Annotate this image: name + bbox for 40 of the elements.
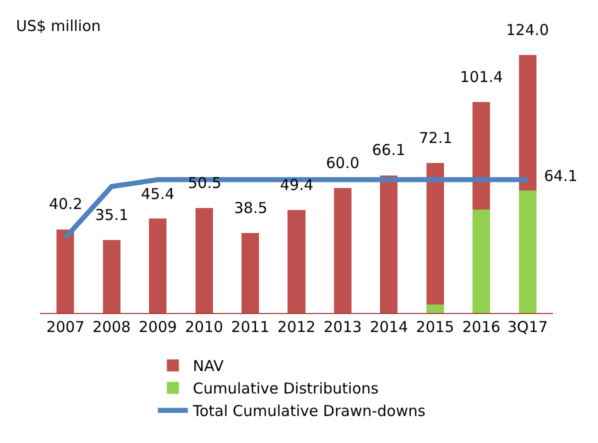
bar [426, 304, 444, 313]
bar [518, 190, 536, 313]
bar [242, 232, 260, 313]
total-label: 124.0 [506, 21, 549, 39]
total-label: 60.0 [326, 154, 360, 172]
data-label: 64.1 [544, 167, 578, 185]
total-label: 101.4 [460, 68, 503, 86]
total-label: 38.5 [234, 199, 268, 217]
bar [334, 188, 352, 313]
x-tick-label: 2015 [416, 318, 454, 336]
total-label: 45.4 [141, 185, 174, 203]
bar [380, 175, 398, 313]
bar [56, 229, 74, 313]
legend-label: Cumulative Distributions [192, 380, 379, 398]
bar [518, 55, 536, 191]
y-axis-title: US$ million [16, 17, 101, 35]
x-tick-label: 2007 [46, 318, 85, 336]
bar [102, 240, 120, 313]
bar [472, 210, 490, 313]
bar [472, 102, 490, 210]
legend-label: NAV [192, 357, 224, 376]
x-tick-label: 2014 [370, 318, 408, 336]
bar [149, 218, 167, 313]
x-tick-label: 2009 [138, 318, 177, 336]
x-tick-label: 2012 [277, 318, 316, 336]
legend-label: Total Cumulative Drawn-downs [192, 402, 426, 420]
bar [426, 162, 444, 305]
bar [288, 210, 306, 313]
total-label: 49.4 [280, 176, 314, 194]
x-tick-label: 2010 [184, 318, 224, 336]
total-label: 35.1 [95, 206, 128, 224]
x-tick-label: 3Q17 [507, 318, 548, 336]
total-label: 40.2 [49, 195, 82, 213]
total-label: 66.1 [372, 141, 406, 159]
x-tick-label: 2008 [92, 318, 131, 336]
bar [195, 208, 213, 313]
x-tick-label: 2013 [324, 318, 362, 336]
x-tick-label: 2011 [231, 318, 270, 336]
total-label: 72.1 [419, 129, 452, 147]
x-tick-label: 2016 [462, 318, 500, 336]
